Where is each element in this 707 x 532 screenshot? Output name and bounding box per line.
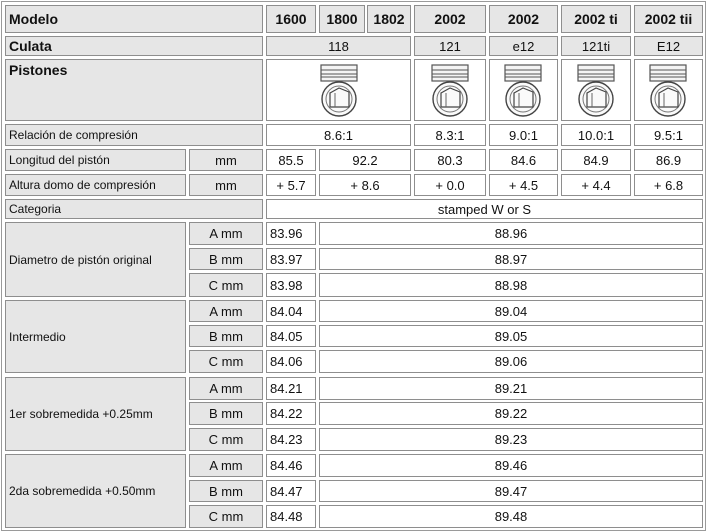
size-unit: B mm bbox=[189, 402, 263, 425]
diameter-other: 89.22 bbox=[319, 402, 703, 425]
size-unit: C mm bbox=[189, 350, 263, 373]
image-cell bbox=[561, 59, 631, 121]
diameter-1600: 84.05 bbox=[266, 325, 316, 347]
diameter-1600: 84.22 bbox=[266, 402, 316, 425]
diameter-other: 89.06 bbox=[319, 350, 703, 373]
row-label: Culata bbox=[5, 36, 263, 56]
row-label: Categoria bbox=[5, 199, 263, 219]
model-header: 2002 tii bbox=[634, 5, 703, 33]
diameter-1600: 84.04 bbox=[266, 300, 316, 322]
culata-value: 121ti bbox=[561, 36, 631, 56]
diameter-1600: 83.97 bbox=[266, 248, 316, 270]
model-header: 1802 bbox=[367, 5, 411, 33]
culata-value: 121 bbox=[414, 36, 486, 56]
size-unit: C mm bbox=[189, 505, 263, 528]
model-header: 1800 bbox=[319, 5, 365, 33]
diameter-1600: 84.47 bbox=[266, 480, 316, 502]
diameter-other: 89.23 bbox=[319, 428, 703, 451]
culata-value: e12 bbox=[489, 36, 558, 56]
header-label: Modelo bbox=[5, 5, 263, 33]
size-unit: B mm bbox=[189, 325, 263, 347]
altura-value: + 6.8 bbox=[634, 174, 703, 196]
longitud-value: 80.3 bbox=[414, 149, 486, 171]
diameter-1600: 83.96 bbox=[266, 222, 316, 245]
diameter-1600: 84.23 bbox=[266, 428, 316, 451]
row-label: Longitud del pistón bbox=[5, 149, 186, 171]
row-label: Altura domo de compresión bbox=[5, 174, 186, 196]
model-header: 2002 bbox=[414, 5, 486, 33]
size-unit: A mm bbox=[189, 454, 263, 477]
image-cell bbox=[266, 59, 411, 121]
altura-value: + 0.0 bbox=[414, 174, 486, 196]
size-unit: B mm bbox=[189, 248, 263, 270]
diameter-1600: 83.98 bbox=[266, 273, 316, 297]
compression-value: 8.3:1 bbox=[414, 124, 486, 146]
longitud-value: 84.6 bbox=[489, 149, 558, 171]
compression-value: 9.5:1 bbox=[634, 124, 703, 146]
diameter-1600: 84.46 bbox=[266, 454, 316, 477]
longitud-value: 86.9 bbox=[634, 149, 703, 171]
altura-value: + 5.7 bbox=[266, 174, 316, 196]
unit-label: mm bbox=[189, 174, 263, 196]
altura-value: + 4.5 bbox=[489, 174, 558, 196]
compression-value: 10.0:1 bbox=[561, 124, 631, 146]
group-label: Intermedio bbox=[5, 300, 186, 373]
size-unit: B mm bbox=[189, 480, 263, 502]
category-value: stamped W or S bbox=[266, 199, 703, 219]
diameter-other: 88.98 bbox=[319, 273, 703, 297]
diameter-other: 88.97 bbox=[319, 248, 703, 270]
diameter-other: 89.21 bbox=[319, 377, 703, 400]
diameter-other: 88.96 bbox=[319, 222, 703, 245]
altura-value: + 8.6 bbox=[319, 174, 411, 196]
image-cell bbox=[634, 59, 703, 121]
group-label: 1er sobremedida +0.25mm bbox=[5, 377, 186, 451]
diameter-1600: 84.48 bbox=[266, 505, 316, 528]
compression-value: 9.0:1 bbox=[489, 124, 558, 146]
unit-label: mm bbox=[189, 149, 263, 171]
size-unit: A mm bbox=[189, 222, 263, 245]
image-cell bbox=[489, 59, 558, 121]
size-unit: C mm bbox=[189, 428, 263, 451]
diameter-other: 89.47 bbox=[319, 480, 703, 502]
image-cell bbox=[414, 59, 486, 121]
model-header: 1600 bbox=[266, 5, 316, 33]
model-header: 2002 bbox=[489, 5, 558, 33]
compression-value: 8.6:1 bbox=[266, 124, 411, 146]
model-header: 2002 ti bbox=[561, 5, 631, 33]
diameter-1600: 84.06 bbox=[266, 350, 316, 373]
group-label: 2da sobremedida +0.50mm bbox=[5, 454, 186, 528]
size-unit: C mm bbox=[189, 273, 263, 297]
diameter-other: 89.48 bbox=[319, 505, 703, 528]
diameter-1600: 84.21 bbox=[266, 377, 316, 400]
row-label: Relación de compresión bbox=[5, 124, 263, 146]
altura-value: + 4.4 bbox=[561, 174, 631, 196]
size-unit: A mm bbox=[189, 377, 263, 400]
group-label: Diametro de pistón original bbox=[5, 222, 186, 297]
culata-value: E12 bbox=[634, 36, 703, 56]
size-unit: A mm bbox=[189, 300, 263, 322]
culata-value: 118 bbox=[266, 36, 411, 56]
longitud-value: 85.5 bbox=[266, 149, 316, 171]
diameter-other: 89.46 bbox=[319, 454, 703, 477]
diameter-other: 89.05 bbox=[319, 325, 703, 347]
longitud-value: 84.9 bbox=[561, 149, 631, 171]
row-label: Pistones bbox=[5, 59, 263, 121]
longitud-value: 92.2 bbox=[319, 149, 411, 171]
diameter-other: 89.04 bbox=[319, 300, 703, 322]
